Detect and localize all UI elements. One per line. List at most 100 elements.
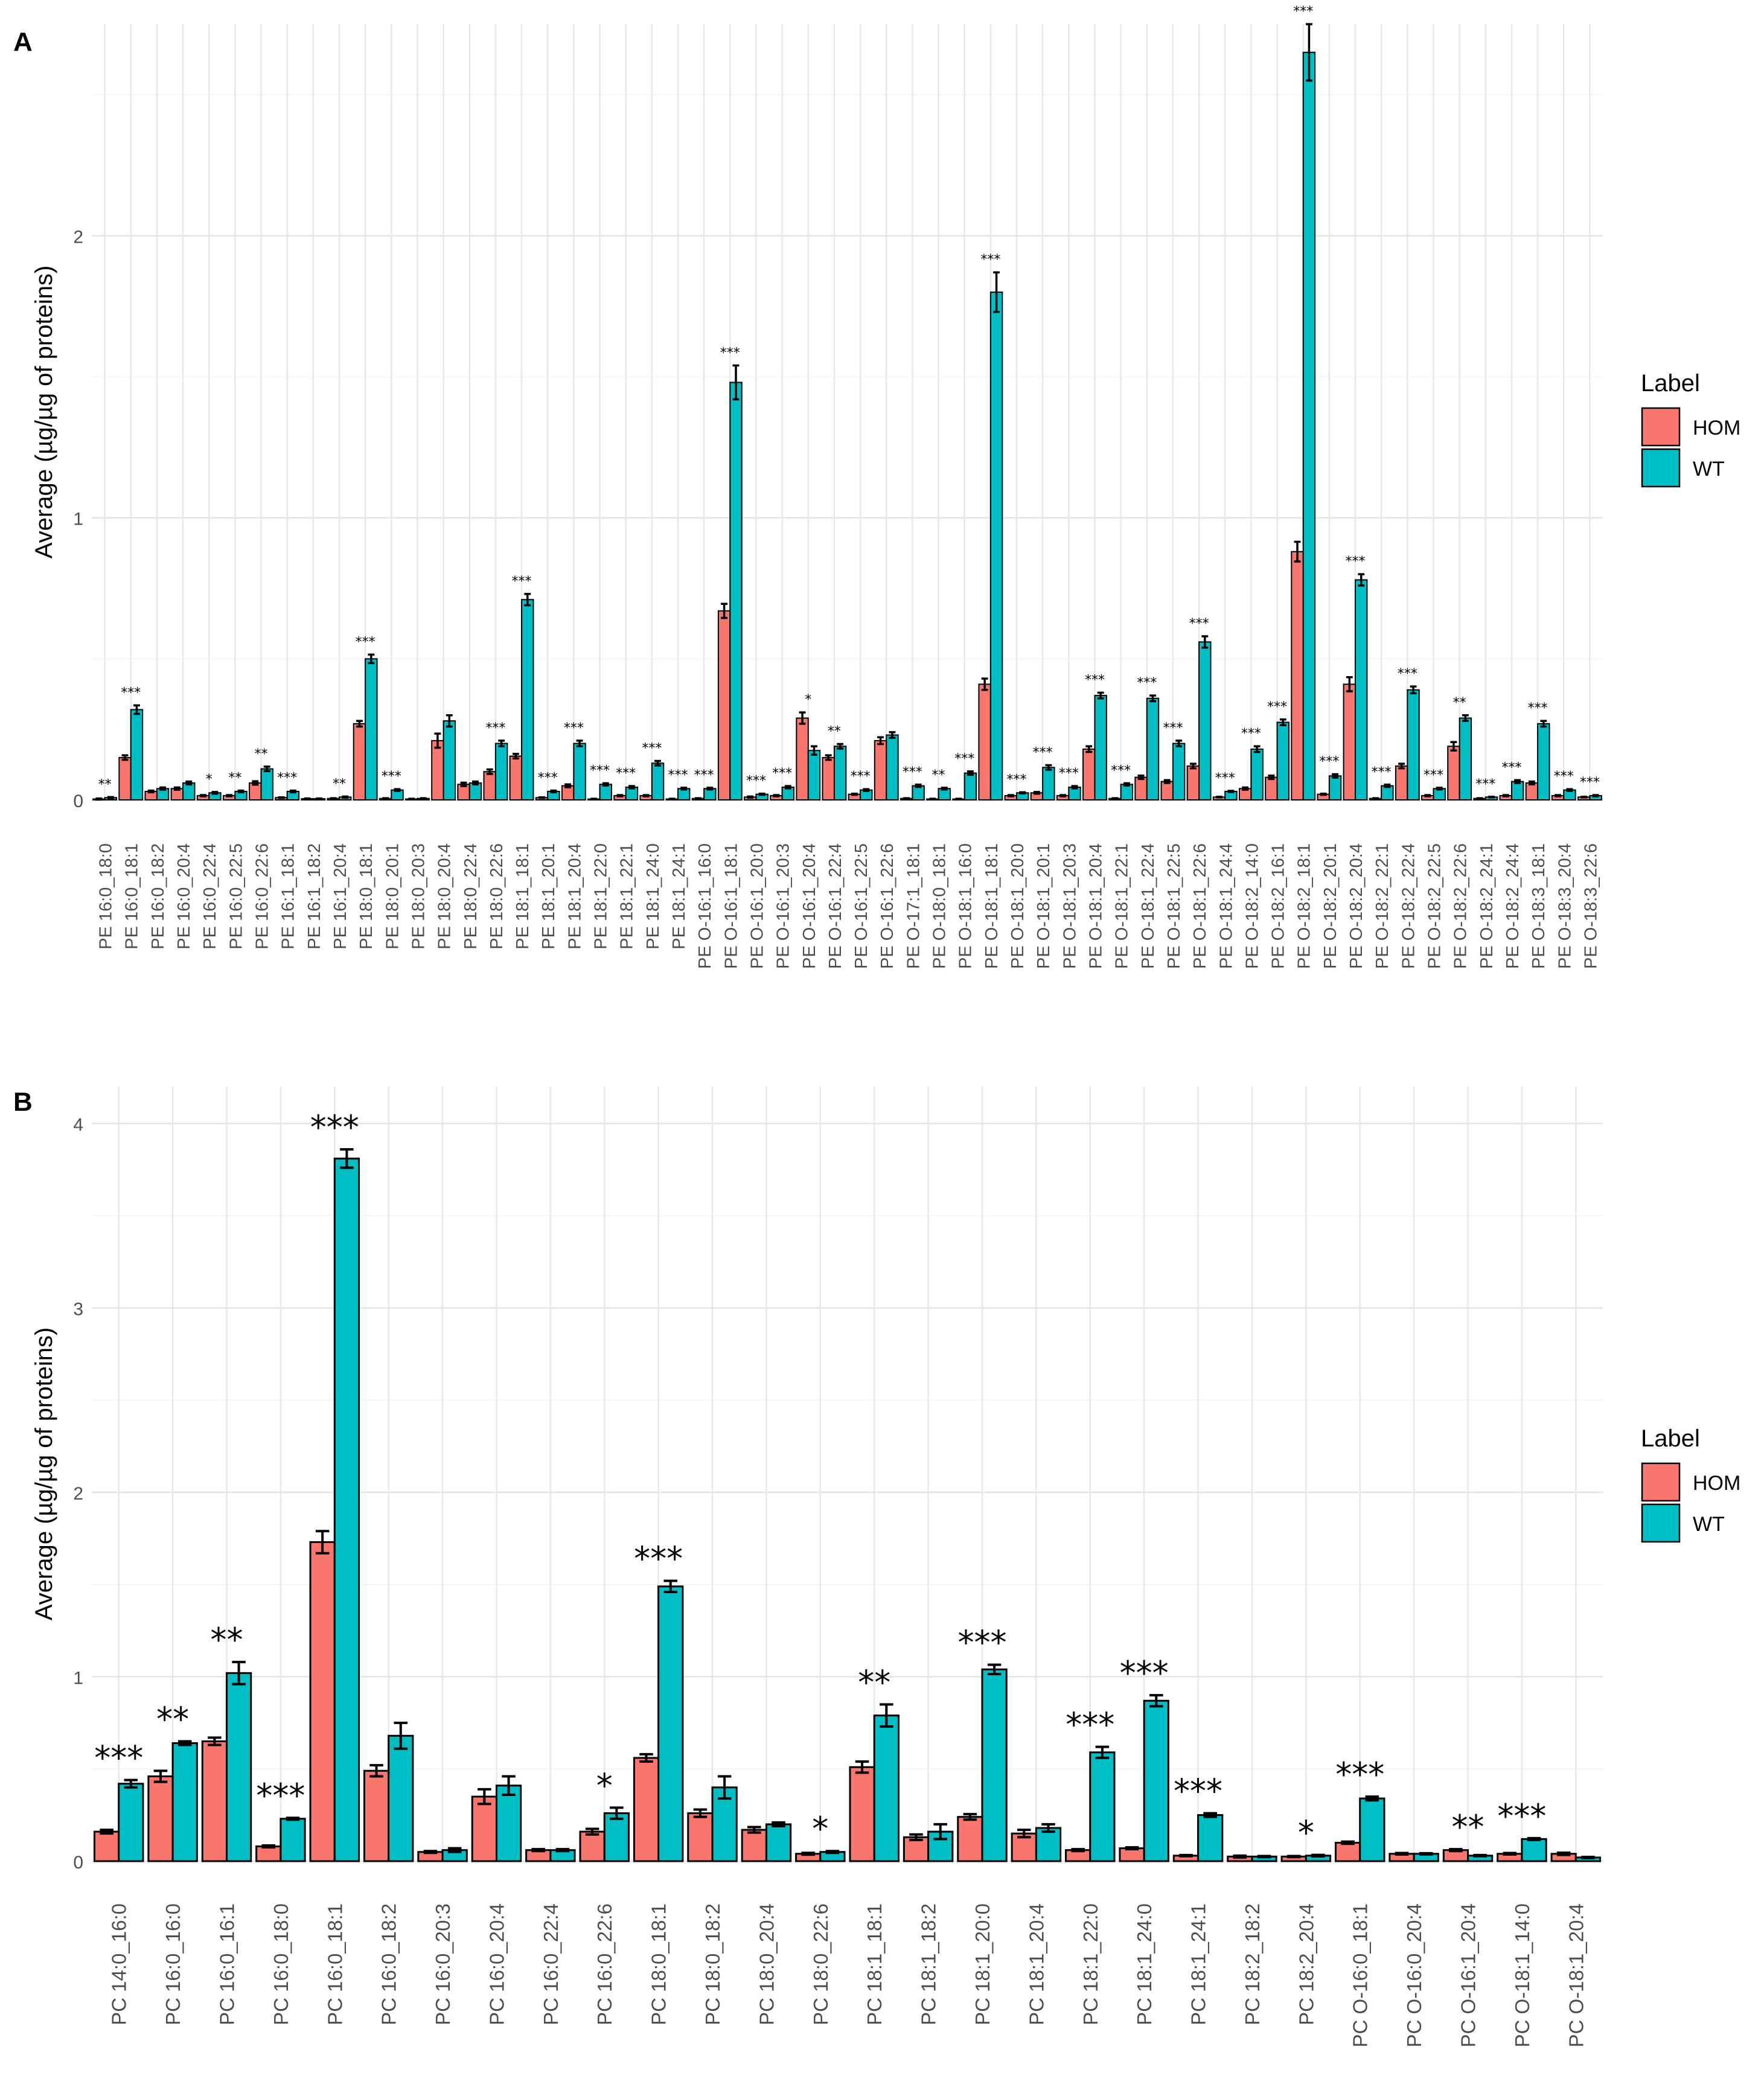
significance-label: ***: [1554, 769, 1574, 784]
significance-label: ***: [1372, 765, 1392, 780]
bar-wt: [468, 782, 482, 800]
bar-wt: [657, 1585, 684, 1862]
significance-label: ***: [310, 1108, 359, 1146]
x-tick-label: PE O-18:1_22:1: [1113, 843, 1132, 969]
x-tick-label: PE O-18:1_22:4: [1139, 843, 1158, 969]
x-tick-label: PE O-16:1_16:0: [695, 843, 715, 969]
bar-hom: [1291, 551, 1304, 800]
bar-hom: [1447, 746, 1460, 800]
x-tick-label: PE O-16:1_22:6: [878, 843, 897, 969]
significance-label: ***: [1497, 1797, 1546, 1835]
bar-hom: [1395, 765, 1408, 800]
x-tick-label: PE 18:0_18:1: [357, 843, 376, 950]
bar-wt: [1250, 748, 1264, 800]
bar-wt: [388, 1734, 414, 1862]
bar-hom: [1265, 776, 1278, 800]
x-tick-label: PC 18:1_22:0: [1079, 1903, 1102, 2025]
bar-wt: [963, 772, 977, 801]
x-tick-label: PE 16:1_18:1: [279, 843, 298, 950]
bar-hom: [903, 1836, 930, 1862]
bar-wt: [1510, 781, 1524, 801]
significance-label: ***: [1120, 1654, 1169, 1692]
bar-wt: [1359, 1797, 1385, 1862]
significance-label: ***: [954, 752, 974, 767]
bar-wt: [1459, 717, 1472, 801]
bar-hom: [1335, 1841, 1361, 1862]
bar-hom: [431, 740, 444, 800]
x-tick-label: PC O-18:1_20:4: [1565, 1903, 1587, 2047]
significance-label: ***: [1319, 754, 1339, 769]
bar-wt: [1035, 1827, 1062, 1862]
significance-label: ***: [1111, 763, 1131, 778]
bar-hom: [483, 771, 496, 800]
y-tick-label: 0: [73, 1853, 83, 1873]
bar-wt: [171, 1742, 198, 1862]
significance-label: ***: [1059, 766, 1079, 781]
x-tick-label: PE 18:1_24:0: [644, 843, 663, 950]
x-tick-label: PE O-18:2_22:5: [1425, 843, 1444, 969]
bar-wt: [1042, 767, 1055, 801]
y-axis-title: Average (µg/µg of proteins): [31, 266, 57, 559]
x-tick-label: PE 18:1_24:1: [669, 843, 689, 950]
x-tick-label: PE O-18:2_14:0: [1242, 843, 1262, 969]
x-tick-label: PC 18:2_18:2: [1241, 1903, 1264, 2025]
x-tick-label: PE 16:0_20:4: [174, 843, 194, 950]
bar-hom: [255, 1845, 282, 1862]
x-tick-label: PE O-16:1_20:0: [747, 843, 767, 969]
bar-wt: [1198, 641, 1212, 800]
bar-hom: [957, 1816, 983, 1862]
significance-label: **: [228, 771, 241, 786]
significance-label: **: [1453, 695, 1466, 711]
significance-label: ***: [1189, 616, 1209, 631]
legend-swatch-hom: [1641, 1462, 1681, 1502]
x-tick-label: PE 16:1_20:4: [331, 843, 350, 950]
x-tick-label: PE O-18:1_20:4: [1086, 843, 1105, 969]
significance-label: ***: [957, 1624, 1006, 1662]
significance-label: ***: [485, 721, 505, 736]
significance-label: ***: [634, 1540, 683, 1578]
x-tick-label: PE O-16:1_22:4: [826, 843, 845, 969]
x-tick-label: PE 16:1_18:2: [305, 843, 324, 950]
bar-hom: [796, 717, 809, 801]
x-tick-label: PE 18:1_18:1: [513, 843, 532, 950]
significance-label: ***: [616, 766, 636, 781]
significance-label: **: [255, 747, 268, 762]
bar-wt: [1094, 695, 1107, 801]
x-tick-label: PE O-18:1_22:5: [1165, 843, 1184, 969]
x-tick-label: PE O-18:1_24:4: [1216, 843, 1236, 969]
legend-title: Label: [1641, 1425, 1700, 1452]
x-tick-label: PE 18:0_20:1: [383, 843, 402, 950]
legend-swatch-wt: [1641, 1503, 1681, 1543]
bar-hom: [633, 1757, 660, 1862]
significance-label: ***: [538, 771, 558, 786]
significance-label: **: [858, 1663, 890, 1701]
significance-label: **: [333, 776, 346, 791]
bar-hom: [849, 1766, 875, 1862]
x-tick-label: PE O-18:2_22:4: [1399, 843, 1418, 969]
bar-hom: [509, 755, 523, 801]
x-tick-label: PC O-16:1_20:4: [1457, 1903, 1480, 2047]
x-tick-label: PE 18:0_20:4: [435, 843, 455, 950]
x-tick-label: PE 18:1_20:1: [539, 843, 558, 950]
significance-label: ***: [1007, 772, 1027, 787]
significance-label: ***: [1293, 4, 1313, 19]
x-tick-label: PE O-18:3_20:4: [1555, 843, 1574, 969]
bar-wt: [1146, 697, 1160, 801]
x-tick-label: PC O-18:1_14:0: [1511, 1903, 1533, 2047]
bar-wt: [130, 709, 144, 801]
panel-a-label: A: [13, 27, 33, 57]
significance-label: ***: [1137, 676, 1157, 691]
x-tick-label: PE O-18:2_20:1: [1321, 843, 1340, 969]
bar-hom: [1343, 683, 1357, 801]
x-tick-label: PC 18:1_18:1: [863, 1903, 886, 2025]
y-tick-label: 4: [73, 1115, 83, 1135]
x-tick-label: PC 18:0_18:1: [648, 1903, 670, 2025]
significance-label: ***: [1398, 666, 1417, 682]
significance-label: ***: [1580, 775, 1600, 790]
significance-label: *: [596, 1766, 613, 1804]
bar-hom: [118, 756, 132, 800]
bar-hom: [1186, 765, 1200, 800]
x-tick-label: PC 16:0_20:4: [485, 1903, 508, 2025]
significance-label: ***: [642, 741, 662, 756]
